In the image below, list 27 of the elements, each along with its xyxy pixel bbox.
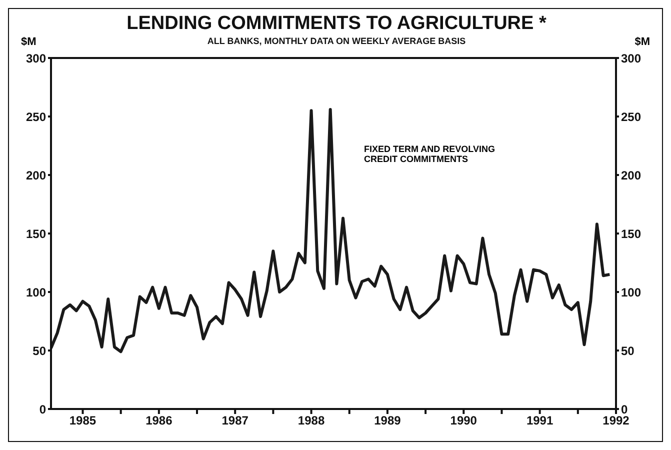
y2-tick-label: 250	[621, 110, 642, 124]
y-tick-label: 250	[26, 110, 46, 124]
y2-tick-label: 50	[621, 344, 635, 358]
y2-tick-label: 300	[621, 51, 642, 66]
y2-tick-label: 0	[621, 402, 628, 416]
y2-tick-label: 200	[621, 168, 642, 182]
x-tick-label: 1987	[222, 414, 249, 428]
x-tick-label: 1989	[374, 414, 402, 428]
y-tick-label: 150	[26, 226, 46, 241]
y-tick-label: 100	[26, 285, 46, 300]
x-tick-label: 1985	[69, 414, 96, 428]
x-tick-label: 1988	[298, 414, 325, 428]
y-tick-label: 0	[39, 402, 46, 416]
y-tick-label: 50	[32, 344, 46, 358]
y2-tick-label: 100	[621, 285, 642, 300]
x-tick-label: 1990	[450, 414, 478, 428]
chart-title: LENDING COMMITMENTS TO AGRICULTURE *	[126, 13, 548, 35]
y-tick-label: 200	[26, 168, 46, 182]
x-tick-label: 1992	[602, 414, 630, 428]
y-axis-title: $M	[21, 36, 36, 48]
chart-subtitle: ALL BANKS, MONTHLY DATA ON WEEKLY AVERAGE BASIS	[207, 36, 466, 46]
y-tick-label: 300	[26, 51, 46, 66]
y2-axis-title: $M	[634, 36, 650, 48]
x-tick-label: 1986	[146, 414, 173, 428]
x-tick-label: 1991	[526, 414, 554, 428]
y2-tick-label: 150	[621, 226, 642, 241]
annotation: FIXED TERM AND REVOLVING CREDIT COMMITMENTS	[364, 144, 496, 164]
